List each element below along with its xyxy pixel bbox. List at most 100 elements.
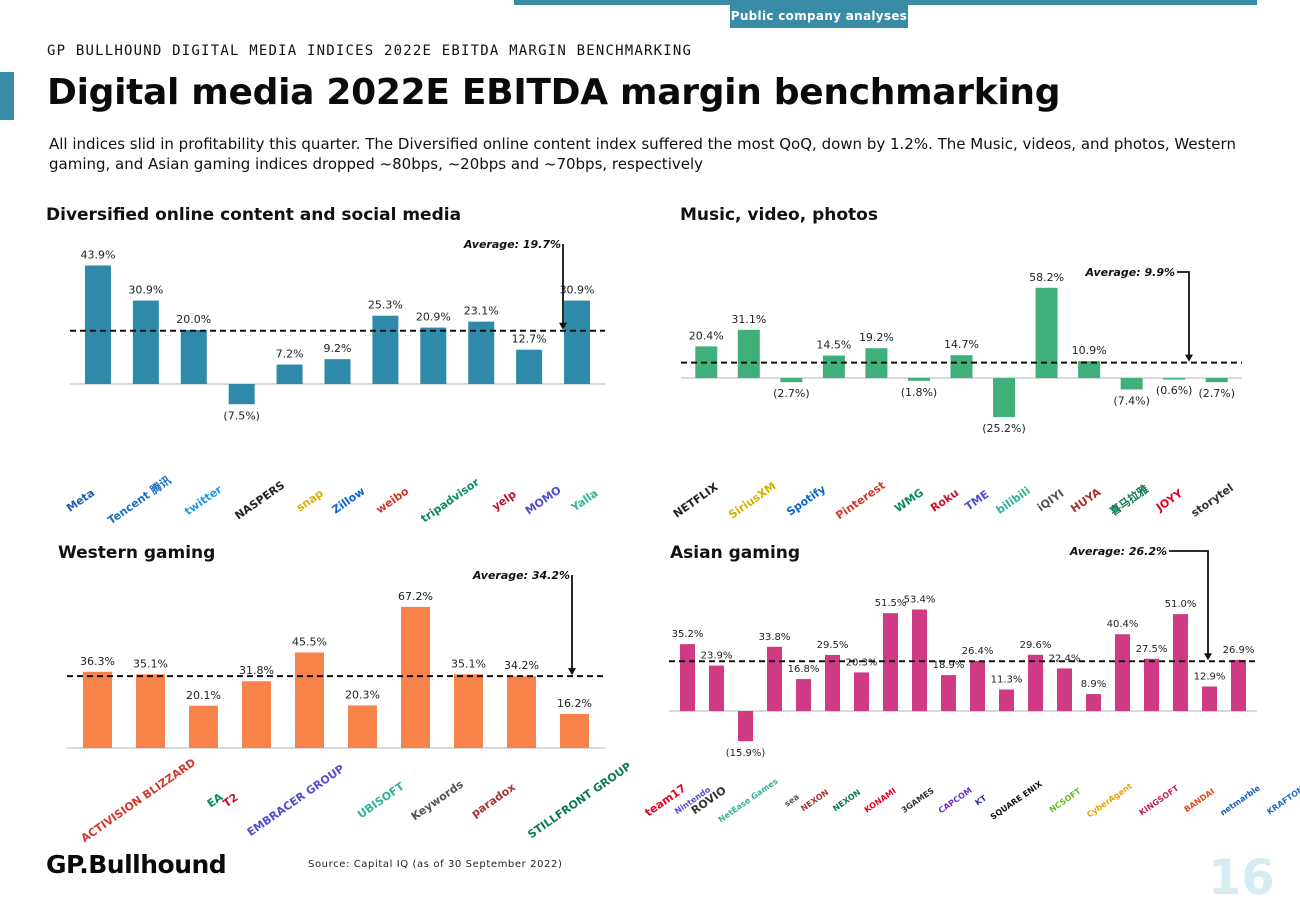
company-logo: Tencent 腾讯 [105, 473, 174, 528]
company-logo: STILLFRONT GROUP [525, 759, 635, 841]
data-label: 18.9% [933, 660, 965, 671]
company-logo: HUYA [1068, 485, 1104, 515]
bar-stillfront-group [454, 674, 483, 748]
bar-siriusxm [737, 329, 760, 378]
company-logo: NEXON [799, 787, 831, 813]
company-logo: Pinterest [833, 478, 888, 522]
company-logo: twitter [182, 482, 225, 518]
average-arrow [1169, 550, 1209, 656]
bar-ubisoft [295, 652, 324, 748]
bar-krafton [1115, 634, 1130, 711]
chart-music: 20.4% 31.1% (2.7%) 14.5% 19.2% (1.8%) 14.7% (25… [681, 266, 1242, 435]
bar-konami [825, 654, 840, 711]
company-logo: 3GAMES [899, 785, 936, 815]
data-label: 36.3% [80, 655, 115, 668]
company-logo: Yalla [568, 486, 600, 514]
data-label: 43.9% [80, 248, 115, 261]
average-label: Average: 19.7% [463, 238, 561, 251]
page-number: 16 [1208, 850, 1275, 906]
logos-asian: Nintendo NetEase Games sea NEXON NEXON KONAMI… [672, 770, 1300, 830]
data-label: 27.5% [1136, 644, 1168, 655]
company-logo: iQIYI [1035, 486, 1067, 514]
company-logo: Spotify [784, 481, 828, 519]
data-label: 7.2% [276, 348, 304, 361]
panel-title-diversified: Diversified online content and social me… [46, 205, 462, 225]
bar-cyberagent [999, 689, 1014, 711]
data-label: (2.7%) [1198, 387, 1235, 400]
average-label: Average: 9.9% [1085, 266, 1175, 279]
data-label: 16.8% [788, 664, 820, 675]
company-logo: BANDAI [1182, 786, 1217, 814]
panel-title-western: Western gaming [58, 543, 216, 563]
bar-netmarble [1086, 694, 1101, 711]
company-logo: UBISOFT [354, 779, 407, 821]
data-label: 20.3% [345, 688, 380, 701]
data-label: (1.8%) [901, 386, 938, 399]
data-label: 33.8% [759, 632, 791, 643]
data-label: 20.4% [689, 329, 724, 342]
average-arrowhead [1204, 653, 1212, 661]
bar-zillow [324, 359, 351, 384]
bar-shift-up [1173, 614, 1188, 711]
data-label: 20.3% [846, 657, 878, 668]
bar-pinterest [822, 355, 845, 378]
data-label: 8.9% [1081, 679, 1106, 690]
average-arrowhead [1185, 354, 1193, 362]
data-label: (2.7%) [773, 387, 810, 400]
data-label: 11.3% [991, 675, 1023, 686]
left-accent-bar [0, 72, 14, 120]
data-label: (7.5%) [223, 409, 260, 422]
company-logo: Meta [64, 485, 98, 515]
bar-twitter [180, 330, 207, 384]
data-label: (25.2%) [982, 422, 1026, 435]
top-accent-bar [514, 0, 1257, 5]
data-label: 29.5% [817, 640, 849, 651]
page-title: Digital media 2022E EBITDA margin benchm… [47, 72, 1061, 113]
data-label: 26.9% [1223, 645, 1255, 656]
data-label: 35.2% [672, 629, 704, 640]
company-logo: SiriusXM [726, 478, 779, 522]
bar-dena [1231, 659, 1246, 711]
bar-tencent-music [950, 355, 973, 378]
company-logo: KINGSOFT [1138, 783, 1181, 817]
data-label: 30.9% [560, 284, 595, 297]
company-logo: KT [973, 792, 989, 808]
bar-sega-sammy [941, 675, 956, 711]
data-label: 29.6% [1020, 640, 1052, 651]
data-label: 12.7% [512, 333, 547, 346]
bar-yalla [564, 300, 591, 384]
bar-embracer-group [242, 681, 271, 748]
data-label: 51.5% [875, 598, 907, 609]
company-logo: sea [782, 791, 801, 809]
bar-netease-games [709, 665, 724, 711]
data-label: 40.4% [1107, 619, 1139, 630]
bar-activision-blizzard [83, 671, 112, 748]
company-logo: TME [962, 487, 992, 513]
average-label: Average: 26.2% [1069, 545, 1167, 558]
company-logo: EMBRACER GROUP [244, 761, 347, 839]
panel-title-music: Music, video, photos [680, 205, 878, 225]
bar-nintendo [680, 644, 695, 711]
company-logo: KONAMI [862, 785, 899, 815]
kicker-heading: GP BULLHOUND DIGITAL MEDIA INDICES 2022E… [47, 43, 693, 59]
bar-iqiyi [1035, 287, 1058, 378]
logos-diversified: Meta Tencent 腾讯 twitter NASPERS snap Zillow we… [62, 470, 602, 530]
bar-paradox [401, 606, 430, 748]
data-label: 58.2% [1029, 271, 1064, 284]
bar-snap [276, 364, 303, 384]
bar-joyy [1163, 378, 1186, 380]
bar-ximalaya [1120, 378, 1143, 390]
company-logo: Zillow [330, 484, 368, 516]
company-logo: 喜马拉雅 [1107, 482, 1151, 519]
bar-momo [516, 349, 543, 384]
company-logo: T2 [220, 790, 241, 810]
logos-music: NETFLIX SiriusXM Spotify Pinterest WMG Roku TM… [668, 470, 1238, 530]
data-label: 12.9% [1194, 671, 1226, 682]
data-label: 10.9% [1072, 344, 1107, 357]
company-logo: storytel [1188, 480, 1236, 520]
bar-team17 [507, 676, 536, 748]
bar-ea [136, 674, 165, 748]
company-logo: NCSOFT [1047, 785, 1083, 815]
bar-giant [1202, 686, 1217, 711]
data-label: 23.1% [464, 305, 499, 318]
